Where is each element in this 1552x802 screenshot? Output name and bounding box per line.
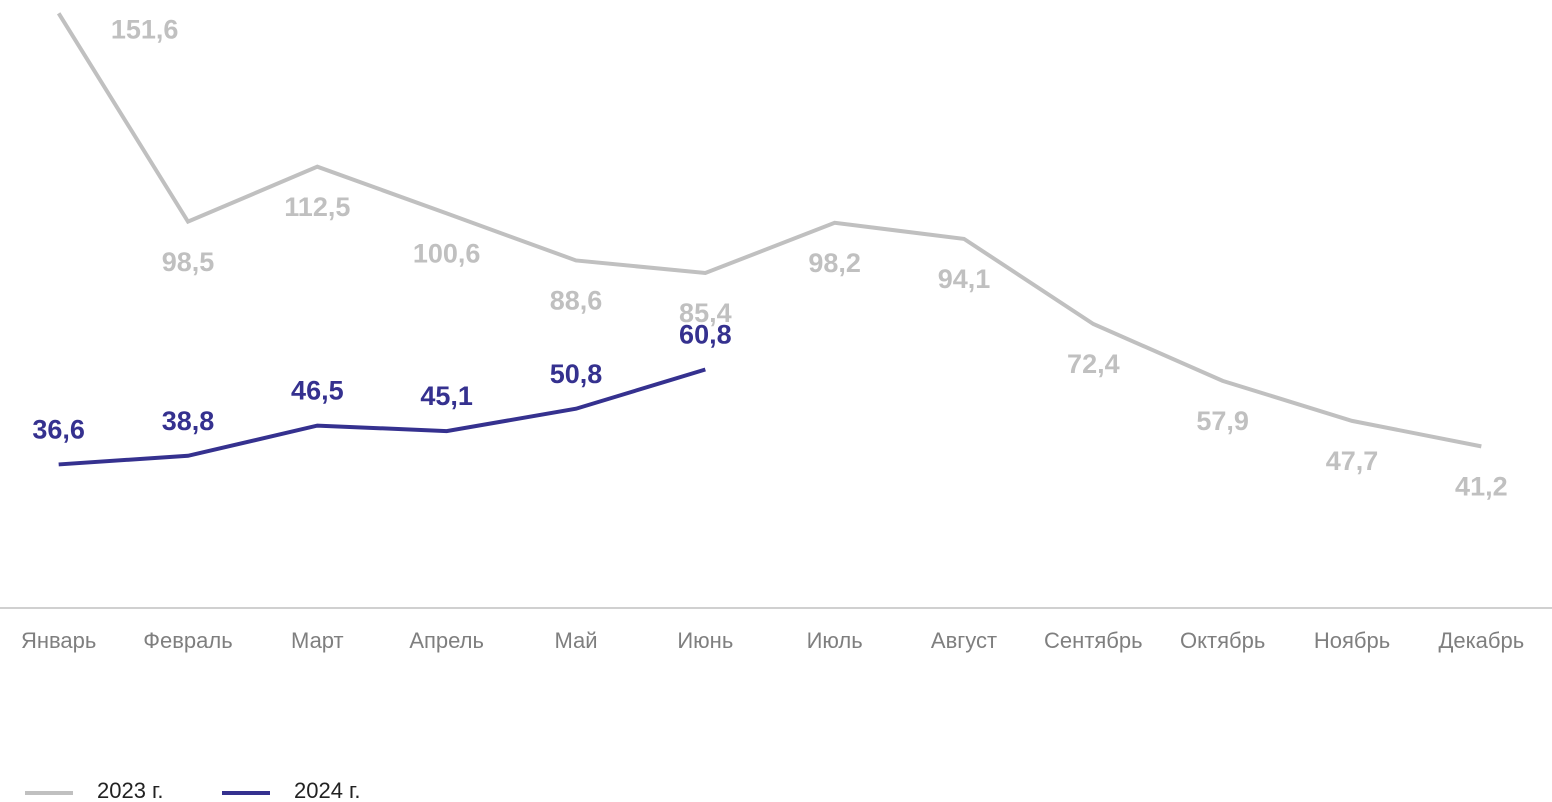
x-tick-label: Май xyxy=(554,628,597,653)
data-label: 36,6 xyxy=(32,415,85,445)
data-label: 41,2 xyxy=(1455,472,1508,502)
x-tick-label: Декабрь xyxy=(1438,628,1524,653)
x-tick-label: Апрель xyxy=(409,628,484,653)
x-tick-label: Март xyxy=(291,628,344,653)
data-label: 151,6 xyxy=(111,14,179,44)
data-label: 57,9 xyxy=(1196,406,1249,436)
legend-label: 2024 г. xyxy=(294,778,361,802)
series-line xyxy=(58,367,706,467)
series-line xyxy=(56,12,1482,449)
data-label: 94,1 xyxy=(938,264,991,294)
data-label: 100,6 xyxy=(413,239,481,269)
x-tick-label: Август xyxy=(931,628,997,653)
data-label: 112,5 xyxy=(284,192,350,222)
x-tick-label: Июль xyxy=(807,628,863,653)
data-label: 72,4 xyxy=(1067,349,1120,379)
x-tick-label: Октябрь xyxy=(1180,628,1265,653)
data-label: 60,8 xyxy=(679,320,732,350)
data-label: 46,5 xyxy=(291,376,344,406)
data-label: 47,7 xyxy=(1326,446,1379,476)
data-label: 98,5 xyxy=(162,247,215,277)
x-tick-label: Июнь xyxy=(677,628,733,653)
x-tick-label: Сентябрь xyxy=(1044,628,1143,653)
legend-label: 2023 г. xyxy=(97,778,164,802)
data-label: 88,6 xyxy=(550,286,603,316)
x-tick-label: Февраль xyxy=(143,628,232,653)
data-label: 50,8 xyxy=(550,359,603,389)
x-tick-label: Ноябрь xyxy=(1314,628,1390,653)
data-label: 45,1 xyxy=(420,381,473,411)
data-label: 38,8 xyxy=(162,406,215,436)
x-tick-label: Январь xyxy=(21,628,96,653)
data-label: 85,4 xyxy=(679,298,732,328)
data-label: 98,2 xyxy=(808,248,861,278)
